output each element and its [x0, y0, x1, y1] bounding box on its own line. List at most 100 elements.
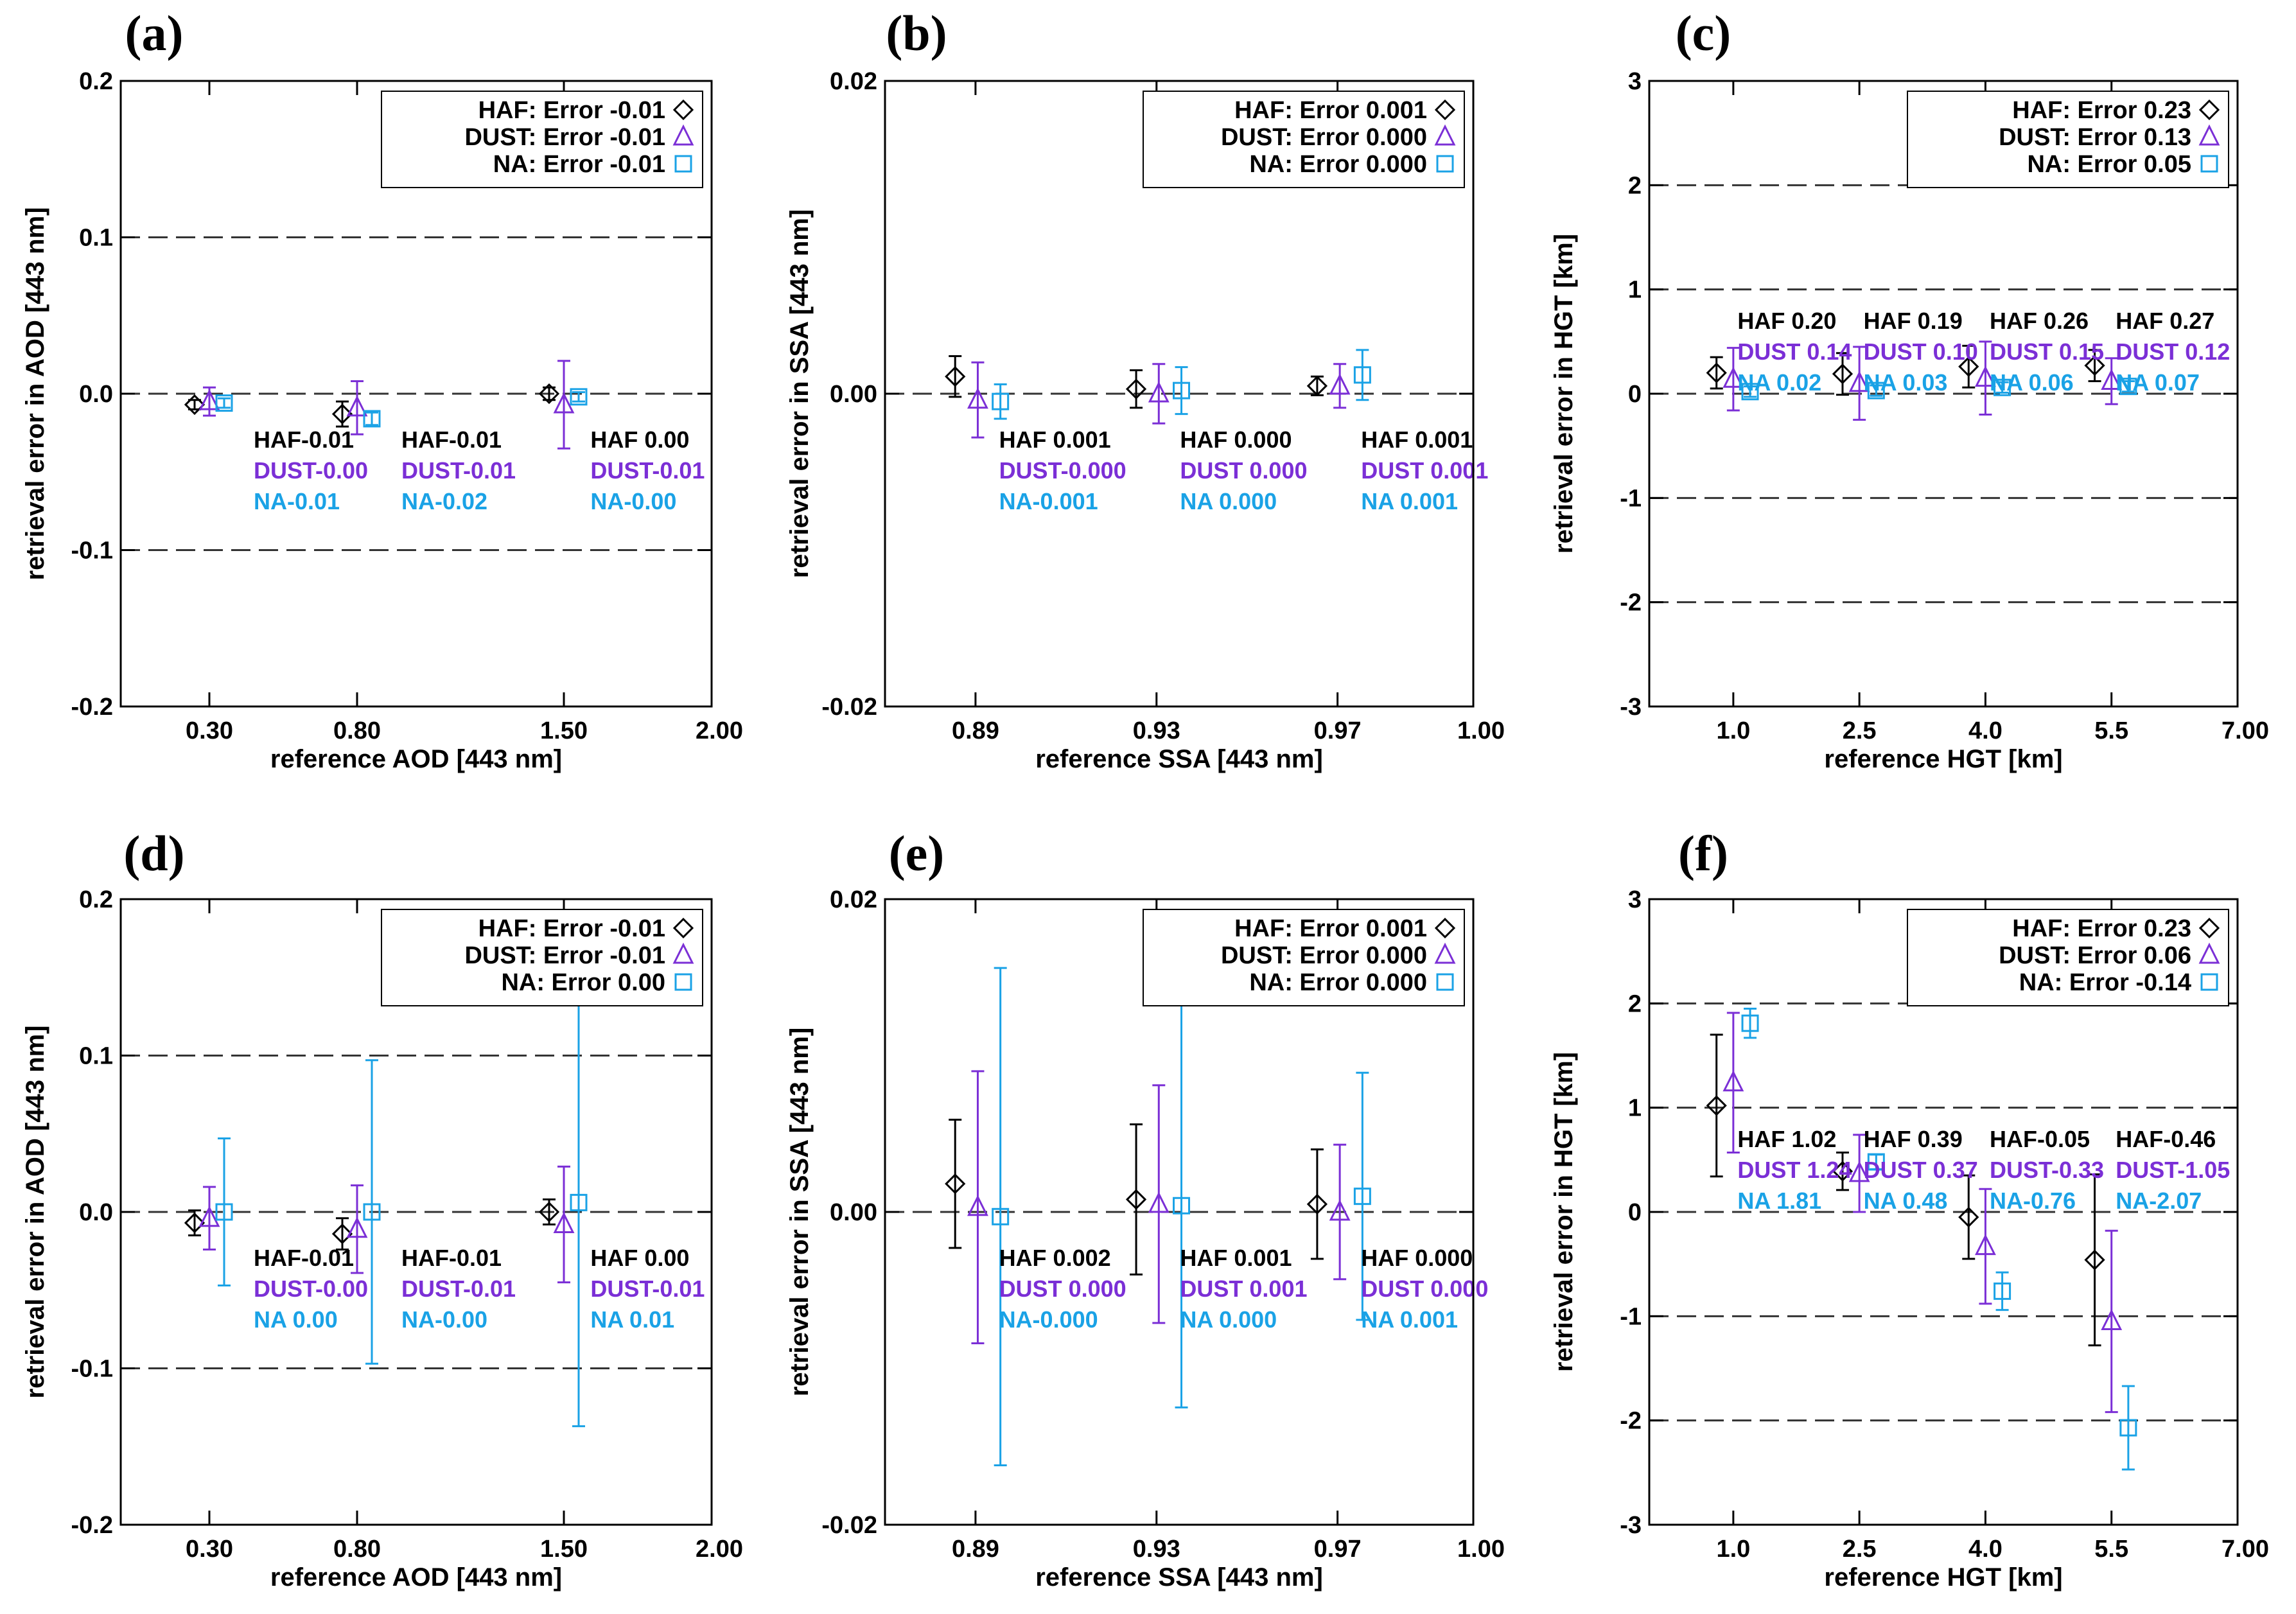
- x-tick-label: 1.0: [1716, 1536, 1750, 1563]
- x-tick-label: 0.93: [1133, 717, 1180, 744]
- data-point-dust: [1722, 1070, 1744, 1092]
- x-tick-label: 7.00: [2222, 717, 2269, 744]
- annotation-label: HAF-0.01: [254, 1245, 354, 1271]
- x-tick-label: 4.0: [1968, 1536, 2002, 1563]
- y-axis-label: retrieval error in AOD [443 nm]: [21, 1026, 49, 1399]
- x-tick-label: 0.80: [333, 1536, 381, 1563]
- data-point-dust: [198, 1206, 220, 1227]
- legend-label-dust: DUST: Error 0.000: [1221, 124, 1427, 151]
- legend-marker-dust: [672, 124, 694, 146]
- legend-label-na: NA: Error 0.000: [1249, 969, 1427, 996]
- panel-letter: (c): [1676, 5, 1731, 61]
- annotation-label: DUST-1.05: [2116, 1157, 2230, 1183]
- annotation-label: HAF-0.01: [401, 426, 502, 453]
- y-tick-label: -0.1: [71, 538, 113, 565]
- data-point-na: [363, 1203, 381, 1221]
- data-point-haf: [184, 1212, 206, 1234]
- annotation-label: HAF 0.000: [1361, 1245, 1473, 1271]
- y-tick-label: 0.00: [830, 381, 877, 408]
- x-tick-label: 1.00: [1457, 1536, 1505, 1563]
- data-point-na: [1741, 383, 1759, 401]
- y-tick-label: 3: [1628, 886, 1642, 913]
- annotation-label: NA 0.001: [1361, 488, 1458, 514]
- y-tick-label: -0.1: [71, 1356, 113, 1383]
- data-point-dust: [553, 392, 575, 414]
- annotation-label: DUST-0.000: [999, 457, 1126, 484]
- annotation-label: NA-0.00: [401, 1306, 487, 1333]
- legend-label-haf: HAF: Error -0.01: [478, 915, 665, 942]
- data-point-dust: [1848, 1161, 1870, 1182]
- panel-f: (f) -3 -2 -1 0 1 2 3 1.0 2.5 4.0 5.5 7.00 reference H…: [1550, 825, 2269, 1592]
- data-point-na: [1173, 382, 1191, 399]
- annotation-label: NA-0.01: [254, 488, 340, 514]
- data-point-na: [1867, 1153, 1885, 1171]
- x-tick-label: 0.89: [952, 1536, 999, 1563]
- x-tick-label: 1.50: [540, 717, 588, 744]
- data-point-dust: [2101, 1309, 2123, 1330]
- data-point-dust: [1848, 371, 1870, 392]
- annotation-label: NA 0.000: [1180, 1306, 1277, 1333]
- annotation-label: HAF 0.00: [590, 426, 689, 453]
- y-tick-label: 0.2: [79, 886, 113, 913]
- y-tick-label: -2: [1620, 1408, 1642, 1435]
- legend-marker-dust: [672, 942, 694, 964]
- x-tick-label: 5.5: [2094, 717, 2128, 744]
- data-point-haf: [1832, 364, 1853, 385]
- legend-box: [1907, 909, 2229, 1006]
- legend-marker-na: [1436, 155, 1454, 173]
- annotation-label: HAF 0.001: [1180, 1245, 1292, 1271]
- data-point-dust: [1148, 381, 1170, 403]
- annotation-label: NA 0.001: [1361, 1306, 1458, 1333]
- legend-marker-haf: [1434, 99, 1456, 121]
- y-axis-label: retrieval error in SSA [443 nm]: [785, 209, 814, 578]
- data-point-haf: [331, 403, 353, 425]
- data-point-haf: [1706, 362, 1727, 383]
- legend-label-dust: DUST: Error -0.01: [464, 124, 665, 151]
- x-axis-label: reference AOD [443 nm]: [270, 745, 562, 773]
- y-tick-label: 0.1: [79, 1043, 113, 1070]
- legend-box: [381, 91, 703, 188]
- legend-marker-haf: [2198, 99, 2220, 121]
- annotation-label: HAF 0.19: [1864, 308, 1963, 334]
- annotation-label: NA 0.02: [1737, 369, 1821, 396]
- annotation-label: NA 0.03: [1864, 369, 1948, 396]
- data-point-haf: [1125, 1189, 1147, 1210]
- data-point-haf: [331, 1223, 353, 1245]
- legend-marker-haf: [672, 917, 694, 939]
- legend-label-na: NA: Error 0.00: [501, 969, 665, 996]
- data-point-haf: [1958, 356, 1979, 377]
- legend-marker-dust: [2198, 942, 2220, 964]
- panel-c: (c) -3 -2 -1 0 1 2 3 1.0 2.5 4.0 5.5 7.00 reference H…: [1550, 5, 2269, 773]
- annotation-label: DUST-0.01: [401, 1276, 516, 1302]
- data-point-dust: [198, 389, 220, 410]
- legend-marker-dust: [1434, 942, 1456, 964]
- data-point-haf: [1958, 1206, 1979, 1228]
- annotation-label: DUST 0.12: [2116, 338, 2230, 365]
- x-tick-label: 4.0: [1968, 717, 2002, 744]
- panel-letter: (a): [125, 5, 184, 61]
- legend-marker-na: [674, 155, 692, 173]
- data-point-dust: [553, 1212, 575, 1233]
- annotation-label: DUST 0.15: [1990, 338, 2104, 365]
- annotation-label: HAF-0.01: [401, 1245, 502, 1271]
- data-point-dust: [1975, 1234, 1996, 1256]
- y-tick-label: 0: [1628, 1199, 1642, 1226]
- annotation-label: DUST-0.01: [590, 1276, 705, 1302]
- legend-box: [1143, 91, 1465, 188]
- annotation-label: DUST 0.000: [999, 1276, 1126, 1302]
- annotation-label: DUST 0.001: [1361, 457, 1488, 484]
- x-tick-label: 0.80: [333, 717, 381, 744]
- x-tick-label: 2.5: [1843, 1536, 1877, 1563]
- legend-label-haf: HAF: Error 0.23: [2012, 915, 2191, 942]
- legend-marker-dust: [1434, 124, 1456, 146]
- legend-box: [381, 909, 703, 1006]
- annotation-label: NA 0.48: [1864, 1188, 1948, 1214]
- x-tick-label: 2.00: [696, 1536, 743, 1563]
- annotation-label: HAF 0.39: [1864, 1126, 1963, 1152]
- data-point-dust: [967, 387, 988, 409]
- legend-label-dust: DUST: Error 0.000: [1221, 942, 1427, 969]
- data-point-haf: [1125, 378, 1147, 399]
- data-point-na: [1353, 1188, 1371, 1206]
- x-tick-label: 2.00: [696, 717, 743, 744]
